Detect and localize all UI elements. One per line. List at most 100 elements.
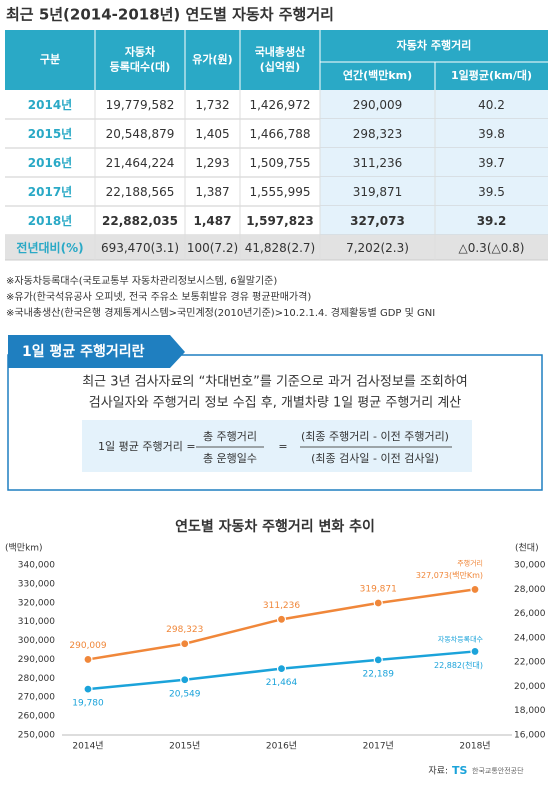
formula-numerator: (최종 주행거리 - 이전 주행거리) xyxy=(301,430,449,443)
table-cell: 7,202(2.3) xyxy=(346,241,409,255)
line-chart: 연도별 자동차 주행거리 변화 추이 (백만km) (천대) 자료: TS 한국… xyxy=(5,518,546,777)
formula-numerator: 총 주행거리 xyxy=(203,430,257,443)
y2-tick-label: 18,000 xyxy=(514,706,546,716)
y2-tick-label: 26,000 xyxy=(514,609,546,619)
data-point xyxy=(180,675,190,685)
row-label: 2014년 xyxy=(28,98,72,112)
row-label: 2016년 xyxy=(28,156,72,170)
page-title: 최근 5년(2014-2018년) 연도별 자동차 주행거리 xyxy=(6,6,334,24)
table-cell: 1,426,972 xyxy=(249,98,310,112)
data-label: 19,780 xyxy=(72,699,104,709)
table-cell: 20,548,879 xyxy=(106,127,175,141)
x-tick-label: 2014년 xyxy=(72,741,103,752)
table-highlight-bg xyxy=(320,119,548,148)
row-label: 2018년 xyxy=(28,214,72,228)
formula-lhs: 1일 평균 주행거리 = xyxy=(98,439,196,453)
definition-tab-label: 1일 평균 주행거리란 xyxy=(22,343,145,360)
data-label: 327,073(백만Km) xyxy=(416,570,483,580)
table-cell: 1,509,755 xyxy=(249,156,310,170)
definition-box: 1일 평균 주행거리란 최근 3년 검사자료의 “차대번호”를 기준으로 과거 … xyxy=(7,335,543,491)
data-point xyxy=(470,646,480,657)
definition-text: 최근 3년 검사자료의 “차대번호”를 기준으로 과거 검사정보를 조회하여 xyxy=(82,375,468,390)
table-cell: 311,236 xyxy=(353,156,403,170)
y2-tick-label: 24,000 xyxy=(514,633,546,643)
row-label: 전년대비(%) xyxy=(16,240,83,255)
note: ※국내총생산(한국은행 경제통계시스템>국민계정(2010년기준)>10.2.1… xyxy=(6,306,435,319)
x-tick-label: 2016년 xyxy=(266,741,297,752)
table-cell: 41,828(2.7) xyxy=(245,241,315,255)
row-label: 2017년 xyxy=(28,185,72,199)
source-label: 자료: xyxy=(428,766,448,777)
definition-tab xyxy=(8,335,185,368)
y-tick-label: 330,000 xyxy=(18,579,55,589)
table-cell: 22,188,565 xyxy=(106,185,175,199)
y2-tick-label: 22,000 xyxy=(514,658,546,668)
y-tick-label: 300,000 xyxy=(18,636,55,646)
data-point xyxy=(373,598,383,608)
table-cell: 1,405 xyxy=(195,127,229,141)
table-highlight-bg xyxy=(320,90,548,119)
formula-denominator: (최종 검사일 - 이전 검사일) xyxy=(311,451,439,465)
y-tick-label: 310,000 xyxy=(18,617,55,627)
data-point xyxy=(470,584,480,595)
data-point xyxy=(373,655,383,665)
y2-tick-label: 20,000 xyxy=(514,682,546,692)
y-tick-label: 260,000 xyxy=(18,712,55,722)
source-org: 한국교통안전공단 xyxy=(472,766,524,775)
table-highlight-bg xyxy=(320,148,548,177)
data-label: 22,882(천대) xyxy=(434,660,483,670)
y2-axis-label: (천대) xyxy=(515,543,539,554)
x-tick-label: 2018년 xyxy=(459,741,490,752)
table-cell: 327,073 xyxy=(350,214,405,228)
note: ※유가(한국석유공사 오피넷, 전국 주유소 보통휘발유 경유 평균판매가격) xyxy=(6,290,311,303)
table-cell: 39.7 xyxy=(478,156,505,170)
table-header: 1일평균(km/대) xyxy=(451,68,532,82)
data-label: 20,549 xyxy=(169,689,201,699)
data-label: 298,323 xyxy=(166,625,203,635)
table-header: 연간(백만km) xyxy=(343,68,412,82)
y2-tick-label: 16,000 xyxy=(514,731,546,741)
y-tick-label: 290,000 xyxy=(18,655,55,665)
table-cell: 21,464,224 xyxy=(106,156,175,170)
data-label: 311,236 xyxy=(263,601,300,611)
definition-text: 검사일자와 주행거리 정보 수집 후, 개별차량 1일 평균 주행거리 계산 xyxy=(89,395,462,411)
table-cell: 39.8 xyxy=(478,127,505,141)
table-cell: 1,732 xyxy=(195,98,229,112)
table-cell: 40.2 xyxy=(478,98,505,112)
y-tick-label: 320,000 xyxy=(18,598,55,608)
y-tick-label: 270,000 xyxy=(18,693,55,703)
table-header: 등록대수(대) xyxy=(110,60,171,74)
table-cell: 1,555,995 xyxy=(249,185,310,199)
data-point xyxy=(83,684,93,694)
data-label: 290,009 xyxy=(69,641,106,651)
table-cell: 1,487 xyxy=(194,214,232,228)
table-cell: 22,882,035 xyxy=(102,214,178,228)
table-cell: 39.2 xyxy=(477,214,507,228)
table-header: 국내총생산 xyxy=(255,45,306,59)
table-cell: 693,470(3.1) xyxy=(101,241,179,255)
table-cell: 1,293 xyxy=(195,156,229,170)
table-cell: 1,597,823 xyxy=(246,214,314,228)
data-table: 구분 자동차등록대수(대) 유가(원) 국내총생산(십억원) 자동차 주행거리연간(백만… xyxy=(5,30,548,261)
x-tick-label: 2017년 xyxy=(363,741,394,752)
table-cell: 100(7.2) xyxy=(187,241,238,255)
table-highlight-bg xyxy=(320,177,548,206)
table-header: 자동차 주행거리 xyxy=(397,38,472,52)
y-tick-label: 250,000 xyxy=(18,731,55,741)
y-tick-label: 340,000 xyxy=(18,561,55,571)
data-point xyxy=(276,614,287,624)
table-header: 구분 xyxy=(40,53,60,66)
table-cell: 19,779,582 xyxy=(106,98,175,112)
data-label: 319,871 xyxy=(360,585,397,595)
y2-tick-label: 30,000 xyxy=(514,561,546,571)
data-point xyxy=(83,654,93,665)
data-point xyxy=(180,639,190,649)
table-highlight-bg xyxy=(320,206,548,235)
y-axis-label: (백만km) xyxy=(5,543,43,554)
data-point xyxy=(276,664,287,674)
table-header: (십억원) xyxy=(260,60,300,74)
formula-equals: = xyxy=(278,440,287,453)
data-label: 21,464 xyxy=(266,678,298,688)
